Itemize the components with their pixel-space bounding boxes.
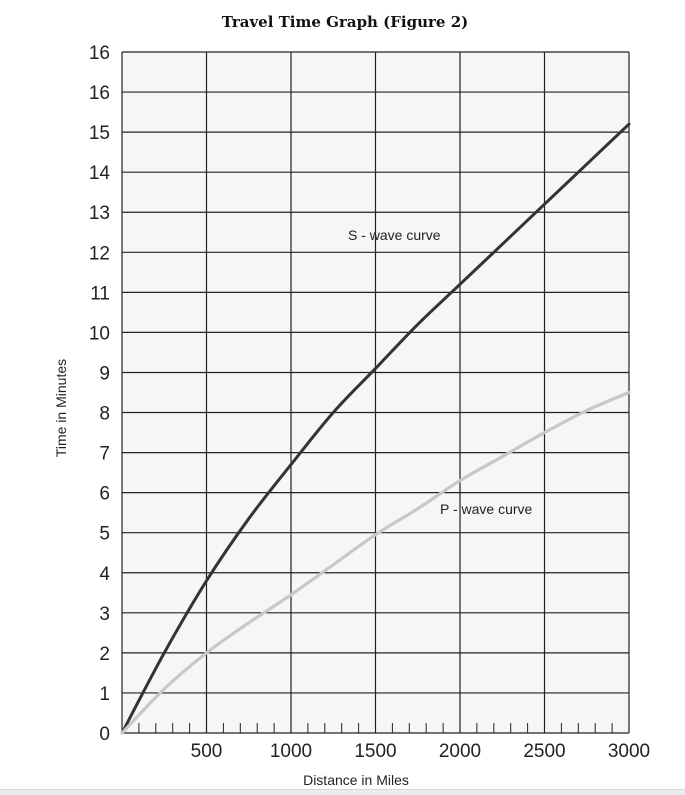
y-tick-label: 15 — [89, 123, 110, 144]
x-tick-label: 1000 — [270, 741, 312, 762]
y-tick-label: 0 — [99, 724, 110, 745]
y-tick-label: 16 — [89, 43, 110, 64]
s-wave-curve — [120, 122, 631, 735]
p-wave-label: P - wave curve — [440, 501, 533, 517]
y-tick-label: 5 — [99, 524, 110, 545]
y-tick-label: 11 — [90, 283, 110, 304]
y-tick-label: 8 — [99, 404, 110, 425]
p-wave-curve — [120, 390, 631, 735]
y-tick-label: 9 — [99, 363, 110, 384]
grid-lines — [121, 51, 630, 734]
x-axis-label: Distance in Miles — [303, 772, 409, 788]
y-tick-label: 4 — [99, 564, 110, 585]
y-tick-label: 1 — [99, 684, 110, 705]
y-tick-label: 13 — [89, 203, 110, 224]
y-tick-label: 16 — [89, 83, 110, 104]
x-tick-label: 1500 — [354, 741, 396, 762]
bottom-border-strip — [0, 789, 685, 795]
y-tick-label: 10 — [89, 323, 110, 344]
x-tick-label: 2500 — [523, 741, 565, 762]
y-axis-label: Time in Minutes — [53, 359, 69, 457]
y-tick-label: 6 — [99, 484, 110, 505]
y-tick-label: 12 — [89, 243, 110, 264]
series-lines — [120, 122, 631, 735]
x-tick-label: 500 — [191, 741, 223, 762]
x-axis-ticks: 500 1000 1500 2000 2500 3000 — [191, 741, 650, 762]
y-tick-label: 7 — [99, 444, 110, 465]
x-tick-label: 3000 — [608, 741, 650, 762]
chart-title: Travel Time Graph (Figure 2) — [222, 13, 468, 31]
x-tick-label: 2000 — [439, 741, 481, 762]
y-tick-label: 2 — [99, 644, 110, 665]
s-wave-label: S - wave curve — [348, 227, 441, 243]
y-tick-label: 3 — [99, 604, 110, 625]
y-tick-label: 14 — [89, 163, 111, 184]
